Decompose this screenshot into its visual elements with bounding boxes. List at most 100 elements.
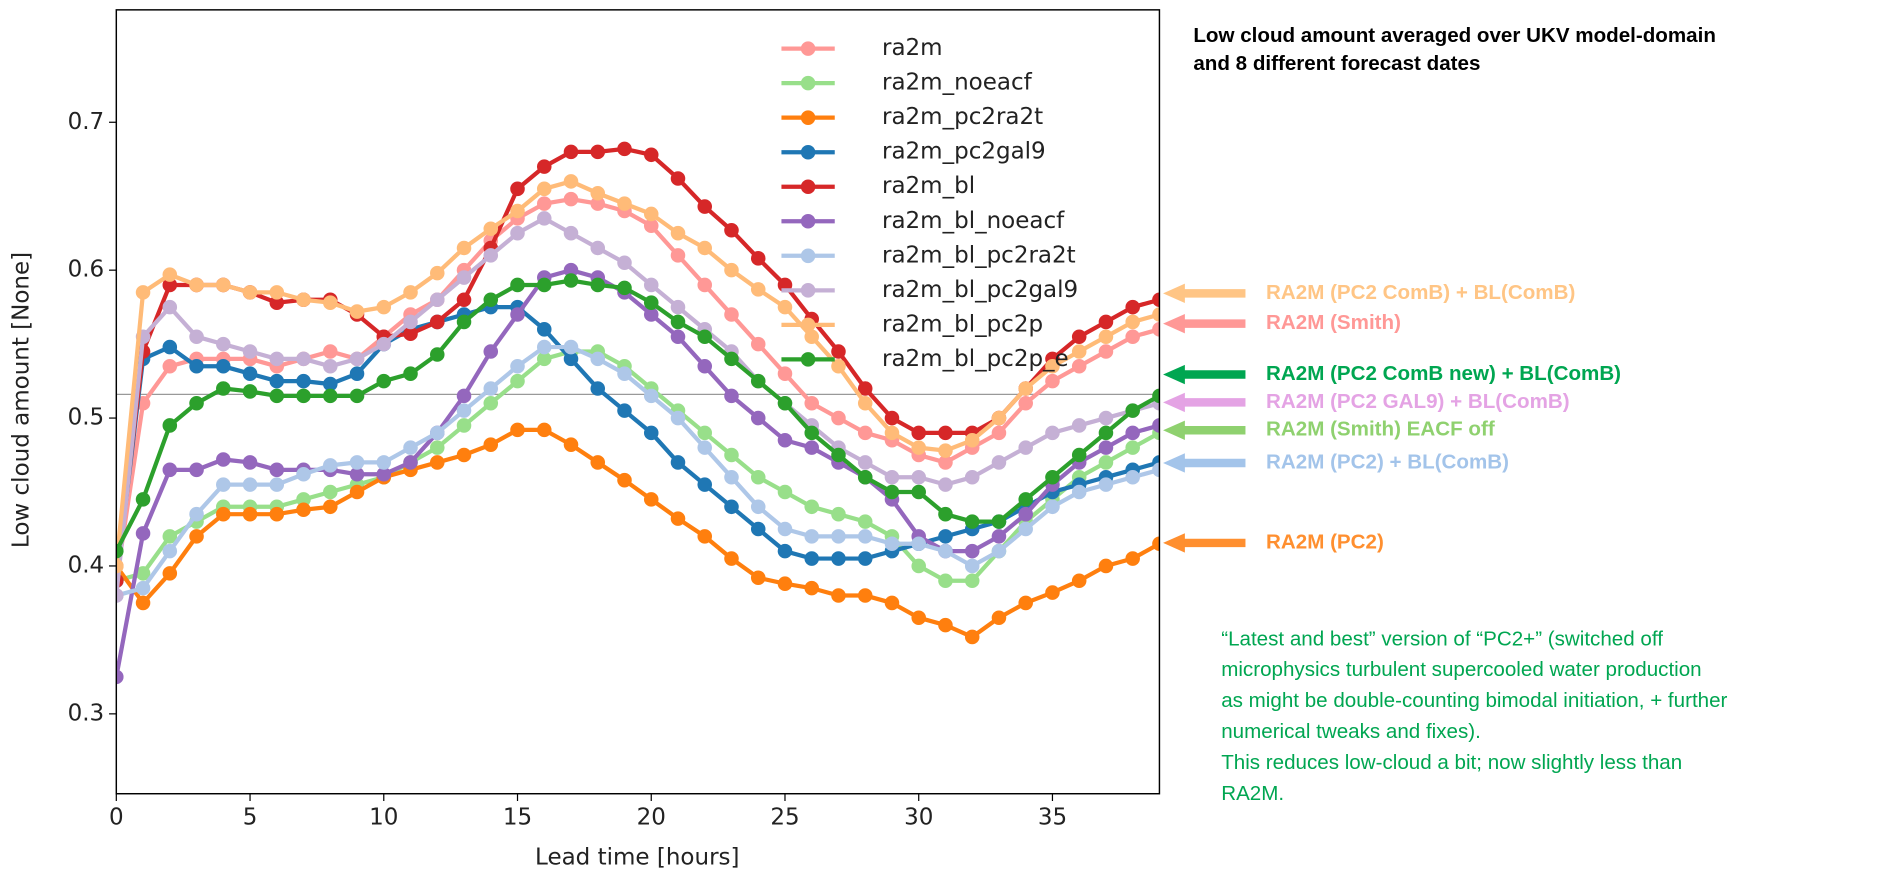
marker	[323, 376, 338, 392]
marker	[1125, 425, 1140, 441]
series-line	[116, 215, 1160, 596]
marker	[296, 502, 311, 518]
marker	[777, 299, 793, 315]
marker	[670, 314, 686, 330]
series-line	[116, 146, 1160, 581]
marker	[189, 329, 204, 344]
marker	[483, 437, 499, 452]
marker	[697, 199, 713, 214]
marker	[1152, 536, 1160, 552]
marker	[456, 388, 472, 404]
series-line	[116, 267, 1160, 678]
marker	[617, 141, 632, 157]
marker	[590, 185, 606, 201]
note-text: “Latest and best” version of “PC2+” (swi…	[1221, 627, 1663, 650]
marker	[857, 529, 873, 544]
marker	[590, 455, 606, 470]
legend-marker	[800, 283, 816, 298]
marker	[831, 529, 846, 544]
marker	[242, 344, 258, 359]
marker	[323, 484, 338, 500]
marker	[964, 514, 980, 529]
x-tick-label: 0	[109, 804, 124, 830]
marker	[269, 477, 285, 492]
marker	[857, 514, 873, 529]
legend-label: ra2m_pc2gal9	[882, 139, 1046, 165]
marker	[563, 191, 579, 207]
marker	[884, 484, 900, 500]
marker	[1018, 595, 1033, 611]
marker	[1071, 329, 1087, 344]
marker	[563, 437, 579, 452]
marker	[777, 432, 793, 448]
marker	[750, 521, 766, 537]
annotation-arrowhead	[1163, 453, 1185, 473]
marker	[162, 339, 178, 355]
marker	[242, 285, 258, 300]
marker	[670, 410, 686, 426]
marker	[536, 422, 552, 438]
series-line	[116, 349, 1160, 583]
marker	[857, 469, 873, 485]
marker	[403, 440, 418, 455]
x-tick-label: 35	[1038, 804, 1067, 830]
marker	[483, 344, 499, 359]
marker	[403, 455, 418, 470]
marker	[510, 373, 525, 389]
marker	[349, 466, 365, 482]
marker	[724, 551, 739, 566]
marker	[643, 492, 659, 507]
marker	[857, 395, 873, 411]
marker	[831, 344, 846, 359]
marker	[216, 359, 231, 374]
note-text: as might be double-counting bimodal init…	[1221, 689, 1727, 712]
annotation-arrowhead	[1163, 392, 1185, 413]
marker	[1098, 344, 1114, 359]
marker	[857, 455, 873, 470]
marker	[670, 299, 686, 315]
marker	[323, 458, 338, 473]
marker	[216, 277, 231, 293]
marker	[430, 314, 445, 330]
legend-marker	[800, 144, 816, 160]
marker	[1152, 307, 1160, 322]
marker	[510, 225, 525, 241]
marker	[857, 425, 873, 441]
marker	[403, 366, 418, 381]
marker	[938, 443, 953, 458]
marker	[563, 174, 579, 189]
marker	[116, 558, 124, 574]
annotation-arrowhead	[1163, 364, 1185, 385]
marker	[750, 336, 766, 352]
marker	[536, 322, 552, 337]
x-axis-label: Lead time [hours]	[535, 844, 739, 869]
y-tick-label: 0.6	[68, 257, 105, 283]
legend-label: ra2m_pc2ra2t	[882, 104, 1043, 130]
marker	[162, 529, 178, 544]
marker	[510, 181, 525, 197]
note-text: RA2M.	[1221, 782, 1284, 805]
marker	[804, 425, 819, 441]
marker	[296, 292, 311, 308]
marker	[563, 351, 579, 367]
marker	[804, 329, 819, 344]
marker	[536, 339, 552, 355]
marker	[643, 425, 659, 441]
marker	[911, 610, 926, 625]
marker	[162, 277, 178, 293]
marker	[804, 395, 819, 411]
marker	[456, 418, 472, 433]
legend-marker	[800, 179, 816, 195]
marker	[456, 447, 472, 463]
marker	[1071, 573, 1087, 589]
marker	[563, 225, 579, 241]
marker	[1098, 329, 1114, 344]
marker	[590, 144, 606, 160]
marker	[430, 440, 445, 455]
marker	[430, 455, 445, 470]
series-line	[116, 179, 1160, 567]
marker	[884, 410, 900, 426]
marker	[116, 669, 124, 685]
marker	[269, 506, 285, 522]
